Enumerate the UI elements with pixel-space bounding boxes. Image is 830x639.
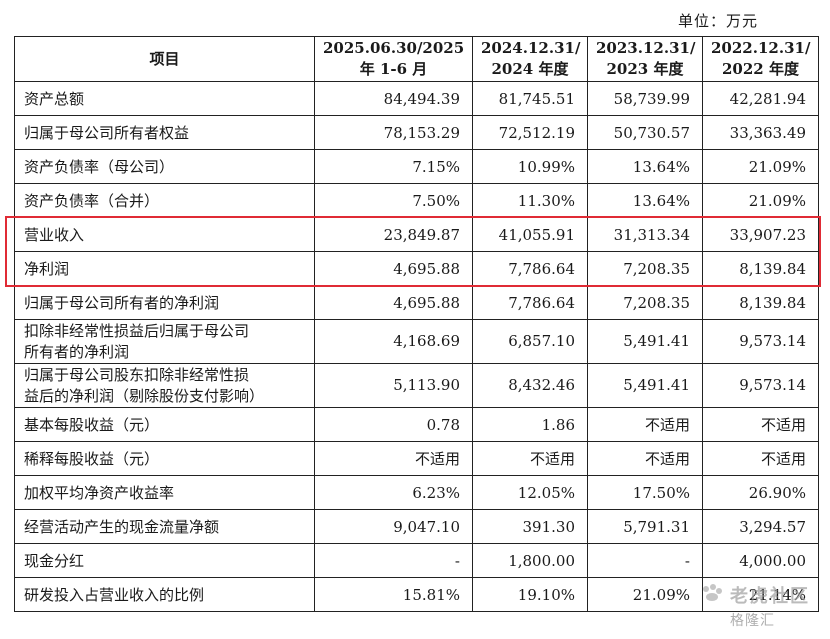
row-value: 21.09% xyxy=(702,183,819,218)
row-value: 9,047.10 xyxy=(314,509,473,544)
row-value: 1,800.00 xyxy=(472,543,588,578)
row-value: 7.50% xyxy=(314,183,473,218)
row-value: 42,281.94 xyxy=(702,81,819,116)
row-value: 5,491.41 xyxy=(587,363,703,408)
row-value: 7,786.64 xyxy=(472,251,588,286)
watermark-line2: 格隆汇 xyxy=(730,613,775,629)
table-row: 资产负债率（合并） 7.50% 11.30% 13.64% 21.09% xyxy=(14,183,819,218)
row-value: 12.05% xyxy=(472,475,588,510)
unit-label: 单位：万元 xyxy=(678,12,759,30)
row-value: 不适用 xyxy=(587,441,703,476)
row-value: 23,849.87 xyxy=(314,217,473,252)
row-value: 8,139.84 xyxy=(702,285,819,320)
row-value: 72,512.19 xyxy=(472,115,588,150)
row-label: 资产负债率（母公司） xyxy=(14,149,315,184)
row-value: 4,000.00 xyxy=(702,543,819,578)
row-value: 50,730.57 xyxy=(587,115,703,150)
row-value: 21.14% xyxy=(702,577,819,612)
row-label: 归属于母公司所有者权益 xyxy=(14,115,315,150)
row-value: 4,168.69 xyxy=(314,319,473,364)
table-row: 归属于母公司所有者的净利润 4,695.88 7,786.64 7,208.35 8,1… xyxy=(14,285,819,320)
header-col-2022: 2022.12.31/2022 年度 xyxy=(702,36,819,82)
row-label: 研发投入占营业收入的比例 xyxy=(14,577,315,612)
table-row: 稀释每股收益（元） 不适用 不适用 不适用 不适用 xyxy=(14,441,819,476)
row-value: 10.99% xyxy=(472,149,588,184)
row-value: 33,907.23 xyxy=(702,217,819,252)
table-row: 现金分红 -1,800.00-4,000.00 xyxy=(14,543,819,578)
row-value: 26.90% xyxy=(702,475,819,510)
table-row: 扣除非经常性损益后归属于母公司 所有者的净利润 4,168.69 6,857.10 5,… xyxy=(14,319,819,364)
row-value: 21.09% xyxy=(702,149,819,184)
row-label: 归属于母公司所有者的净利润 xyxy=(14,285,315,320)
row-value: 1.86 xyxy=(472,407,588,442)
header-item: 项目 xyxy=(14,36,315,82)
table-row: 基本每股收益（元） 0.78 1.86 不适用 不适用 xyxy=(14,407,819,442)
row-value: 7,786.64 xyxy=(472,285,588,320)
row-value: 4,695.88 xyxy=(314,285,473,320)
row-label: 加权平均净资产收益率 xyxy=(14,475,315,510)
table-row: 资产总额 84,494.39 81,745.51 58,739.99 42,281.94 xyxy=(14,81,819,116)
row-value: 84,494.39 xyxy=(314,81,473,116)
row-value: 6,857.10 xyxy=(472,319,588,364)
row-value: 31,313.34 xyxy=(587,217,703,252)
table-row: 资产负债率（母公司） 7.15% 10.99% 13.64% 21.09% xyxy=(14,149,819,184)
row-label: 净利润 xyxy=(14,251,315,286)
row-label: 扣除非经常性损益后归属于母公司 所有者的净利润 xyxy=(14,319,315,364)
row-value: 0.78 xyxy=(314,407,473,442)
table-row: 归属于母公司所有者权益 78,153.29 72,512.19 50,730.57 33… xyxy=(14,115,819,150)
row-value: 78,153.29 xyxy=(314,115,473,150)
row-value: 13.64% xyxy=(587,183,703,218)
row-value: 41,055.91 xyxy=(472,217,588,252)
row-value: 不适用 xyxy=(472,441,588,476)
row-value: 8,432.46 xyxy=(472,363,588,408)
row-value: 19.10% xyxy=(472,577,588,612)
header-col-2023: 2023.12.31/2023 年度 xyxy=(587,36,703,82)
row-value: 7.15% xyxy=(314,149,473,184)
row-value: 不适用 xyxy=(702,441,819,476)
row-value: - xyxy=(314,543,473,578)
row-value: 不适用 xyxy=(314,441,473,476)
row-label: 现金分红 xyxy=(14,543,315,578)
row-value: - xyxy=(587,543,703,578)
row-value: 7,208.35 xyxy=(587,285,703,320)
row-label: 基本每股收益（元） xyxy=(14,407,315,442)
row-value: 4,695.88 xyxy=(314,251,473,286)
row-value: 58,739.99 xyxy=(587,81,703,116)
table-row: 研发投入占营业收入的比例 15.81% 19.10% 21.09% 21.14% xyxy=(14,577,819,612)
row-value: 不适用 xyxy=(702,407,819,442)
row-label: 营业收入 xyxy=(14,217,315,252)
row-value: 9,573.14 xyxy=(702,319,819,364)
table-row: 净利润 4,695.88 7,786.64 7,208.35 8,139.84 xyxy=(14,251,819,286)
row-value: 21.09% xyxy=(587,577,703,612)
row-value: 9,573.14 xyxy=(702,363,819,408)
row-label: 稀释每股收益（元） xyxy=(14,441,315,476)
row-label: 资产总额 xyxy=(14,81,315,116)
row-value: 不适用 xyxy=(587,407,703,442)
row-value: 391.30 xyxy=(472,509,588,544)
row-label: 经营活动产生的现金流量净额 xyxy=(14,509,315,544)
row-value: 7,208.35 xyxy=(587,251,703,286)
row-value: 17.50% xyxy=(587,475,703,510)
table-row: 营业收入 23,849.87 41,055.91 31,313.34 33,907.23 xyxy=(14,217,819,252)
row-value: 33,363.49 xyxy=(702,115,819,150)
row-value: 11.30% xyxy=(472,183,588,218)
row-value: 5,113.90 xyxy=(314,363,473,408)
row-value: 15.81% xyxy=(314,577,473,612)
header-col-2024: 2024.12.31/2024 年度 xyxy=(472,36,588,82)
table-row: 经营活动产生的现金流量净额 9,047.10 391.30 5,791.31 3,294… xyxy=(14,509,819,544)
header-col-2025h1: 2025.06.30/2025 年 1-6 月 xyxy=(314,36,473,82)
row-value: 81,745.51 xyxy=(472,81,588,116)
table-row: 加权平均净资产收益率 6.23% 12.05% 17.50% 26.90% xyxy=(14,475,819,510)
row-value: 13.64% xyxy=(587,149,703,184)
financial-summary-table: 项目 2025.06.30/2025 年 1-6 月 2024.12.31/202… xyxy=(14,36,819,612)
table-row: 归属于母公司股东扣除非经常性损 益后的净利润（剔除股份支付影响） 5,113.90 8… xyxy=(14,363,819,408)
row-value: 6.23% xyxy=(314,475,473,510)
row-value: 5,491.41 xyxy=(587,319,703,364)
row-value: 5,791.31 xyxy=(587,509,703,544)
row-value: 8,139.84 xyxy=(702,251,819,286)
row-value: 3,294.57 xyxy=(702,509,819,544)
row-label: 资产负债率（合并） xyxy=(14,183,315,218)
table-header-row: 项目 2025.06.30/2025 年 1-6 月 2024.12.31/202… xyxy=(14,36,819,82)
row-label: 归属于母公司股东扣除非经常性损 益后的净利润（剔除股份支付影响） xyxy=(14,363,315,408)
